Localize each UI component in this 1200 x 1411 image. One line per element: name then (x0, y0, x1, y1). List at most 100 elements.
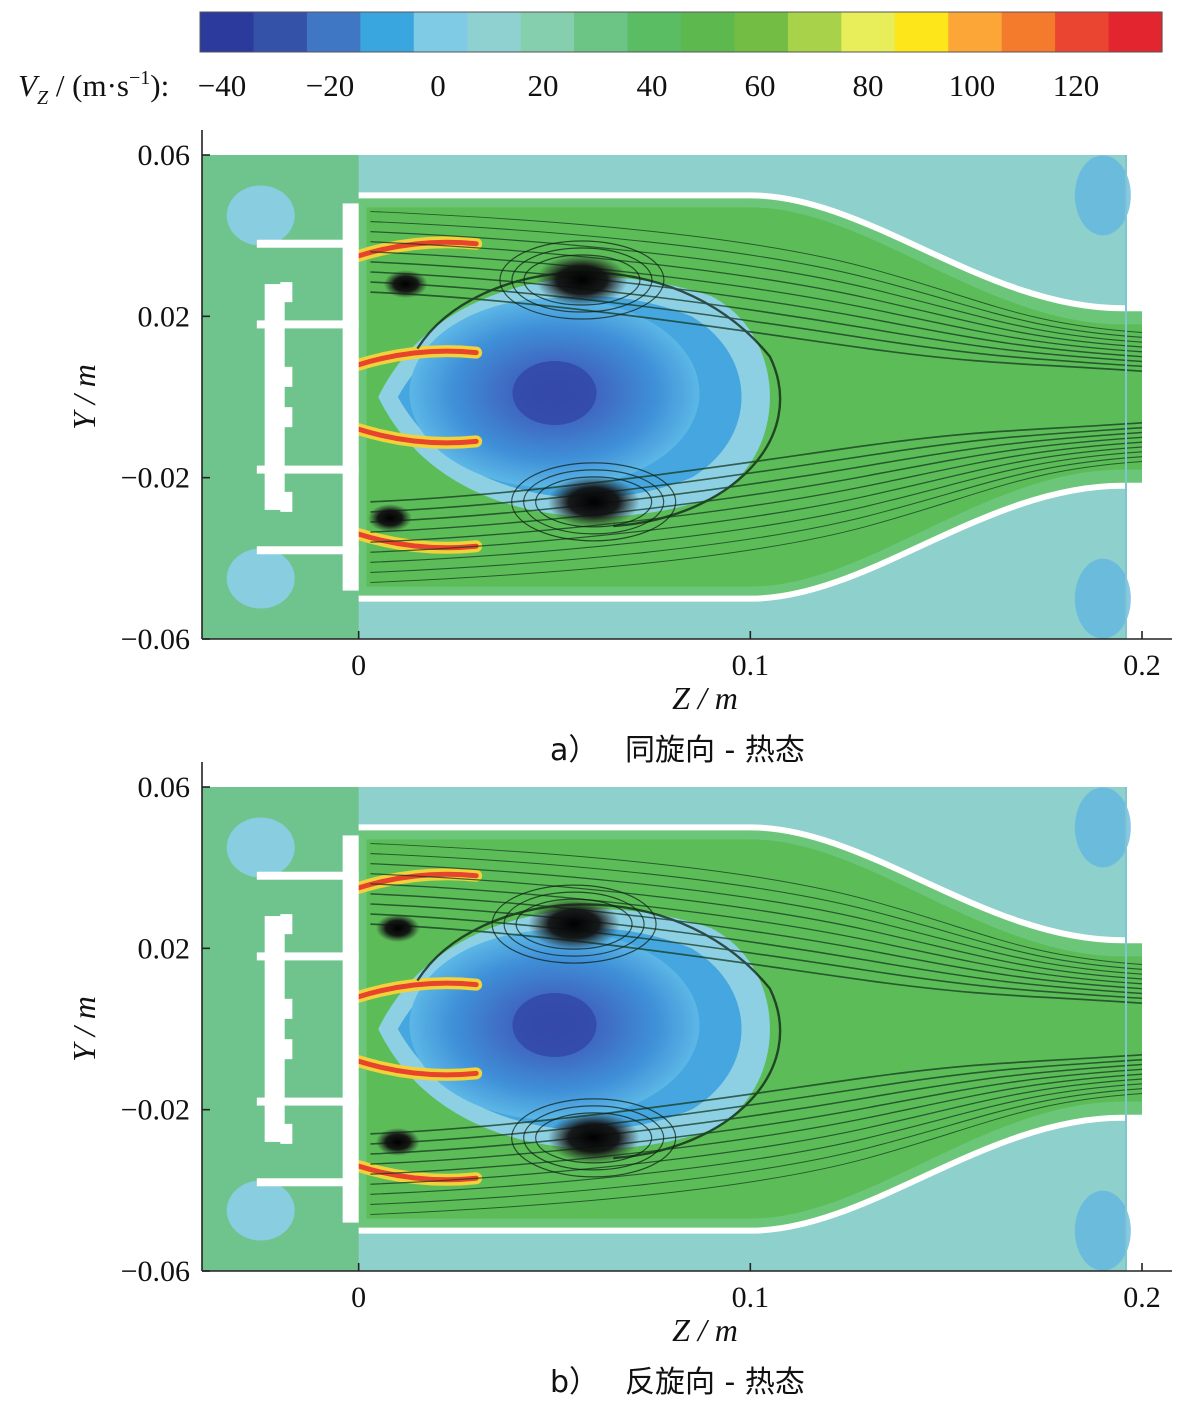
swirler-vane (256, 871, 359, 880)
streamline (370, 210, 1143, 333)
vortex-ring (503, 891, 645, 957)
colorbar-cell (841, 12, 896, 52)
vortex-center (368, 504, 412, 532)
streamlines (370, 210, 1143, 584)
y-axis-label: Y / m (66, 996, 102, 1062)
swirler-passage (280, 282, 293, 303)
x-tick-label: 0.2 (1123, 649, 1161, 682)
x-tick-label: 0.2 (1123, 1281, 1161, 1314)
y-tick-label: 0.06 (138, 771, 191, 804)
vortex-ring (491, 884, 657, 964)
vortex-ring (523, 254, 641, 306)
liner-wall-bottom (358, 1114, 1142, 1234)
colorbar-cell (948, 12, 1003, 52)
vortex-ring (535, 476, 653, 528)
streamline (370, 1053, 1143, 1135)
streamline (370, 451, 1143, 563)
streamline (370, 903, 1143, 995)
swirler-passage (280, 366, 293, 387)
x-axis-label: Z / m (672, 1312, 738, 1348)
swirler-body (264, 284, 285, 510)
swirler-vane (256, 465, 359, 474)
axes (201, 130, 1172, 640)
colorbar-cell (1055, 12, 1110, 52)
streamline (370, 1073, 1143, 1175)
corner-vortex (1074, 558, 1131, 639)
vortices (375, 884, 677, 1178)
streamline (370, 441, 1143, 543)
streamline (370, 1093, 1143, 1216)
x-tick-label: 0 (351, 649, 366, 682)
corner-vortex (1074, 1190, 1131, 1271)
colorbar-cell (467, 12, 522, 52)
swirler-vane (256, 952, 359, 961)
vortex-ring (511, 1098, 677, 1178)
colorbar-tick-label: 60 (745, 68, 776, 103)
colorbar-cell (734, 12, 789, 52)
caption-letter: a） (550, 733, 598, 768)
velocity-minimum (512, 360, 597, 425)
y-axis-label: Y / m (66, 364, 102, 430)
vortex-ring (511, 247, 653, 313)
vortex-ring (523, 469, 665, 535)
streamline (370, 461, 1143, 584)
swirl-jet (356, 426, 479, 446)
colorbar-cell (574, 12, 629, 52)
streamline (370, 863, 1143, 975)
y-tick-label: 0.02 (138, 300, 191, 333)
streamline (370, 1088, 1143, 1205)
colorbar-ticks: −40 −20 0 20 40 60 80 100 120 (198, 68, 1099, 103)
streamline (370, 1068, 1143, 1165)
streamline (370, 913, 1143, 1000)
colorbar-cell (360, 12, 415, 52)
swirler-passage (280, 914, 293, 935)
colorbar-label: VZ / (m·s−1): (18, 67, 169, 109)
streamline (370, 241, 1143, 348)
colorbar-cell (627, 12, 682, 52)
vortex-center (528, 898, 621, 951)
streamline (370, 221, 1143, 338)
colorbar-tick-label: 20 (528, 68, 559, 103)
inlet-pocket (226, 185, 295, 246)
colorbar-tick-label: 120 (1053, 68, 1100, 103)
colorbar-tick-label: 80 (853, 68, 884, 103)
streamline (370, 1063, 1143, 1155)
colorbar-tick-label: 0 (430, 68, 446, 103)
swirler-passage (280, 998, 293, 1019)
y-tick-label: −0.02 (121, 1094, 190, 1127)
y-tick-label: −0.06 (121, 1255, 190, 1288)
velocity-minimum (512, 992, 597, 1057)
vortex-center (547, 475, 640, 528)
dome-plate (342, 835, 359, 1223)
colorbar-cell (306, 12, 361, 52)
colorbar-cell (413, 12, 468, 52)
vortex-ring (511, 462, 677, 542)
colorbar-tick-label: −40 (198, 68, 246, 103)
colorbar-cells (199, 11, 1163, 53)
colorbar-cell (1001, 12, 1056, 52)
streamline (370, 893, 1143, 990)
vortex-center (383, 270, 428, 299)
streamline (370, 873, 1143, 980)
y-tick-label: −0.02 (121, 462, 190, 495)
caption-letter: b） (550, 1365, 599, 1400)
vortex-center (535, 254, 628, 307)
x-tick-label: 0.1 (732, 649, 770, 682)
colorbar-cell (681, 12, 736, 52)
streamline (370, 281, 1143, 368)
streamline (370, 421, 1143, 503)
streamline (370, 1083, 1143, 1195)
swirler-vane (256, 320, 359, 329)
colorbar-frame (199, 11, 1163, 53)
colorbar: VZ / (m·s−1): −40 −20 0 20 40 60 80 100 120 (18, 11, 1163, 109)
swirler-vane (256, 1097, 359, 1106)
x-tick-label: 0.1 (732, 1281, 770, 1314)
vortex-ring (523, 1105, 665, 1171)
vortex-ring (499, 240, 665, 320)
swirl-jet (356, 348, 479, 368)
streamline (370, 431, 1143, 523)
colorbar-cell (200, 12, 255, 52)
swirler-body (264, 916, 285, 1142)
colorbar-cell (1108, 12, 1163, 52)
swirler-vane (256, 239, 359, 248)
